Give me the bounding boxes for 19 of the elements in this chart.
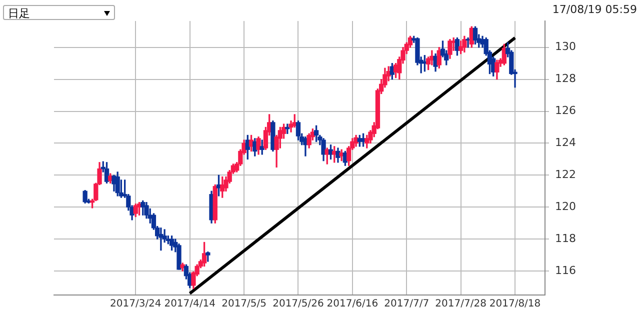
x-tick-label: 2017/8/18 xyxy=(489,298,541,310)
text: 17/08/19 05:59 xyxy=(552,3,637,16)
x-tick-label: 2017/7/7 xyxy=(384,298,430,310)
candlestick xyxy=(158,228,164,251)
x-tick-label: 2017/3/24 xyxy=(110,298,162,310)
x-tick-label: 2017/5/5 xyxy=(222,298,266,310)
x-tick-label: 2017/6/16 xyxy=(326,298,378,310)
y-tick-label: 130 xyxy=(555,40,576,54)
y-tick-label: 122 xyxy=(555,168,576,182)
y-tick-label: 118 xyxy=(555,232,576,245)
x-tick-label: 2017/7/28 xyxy=(435,298,486,310)
y-tick-label: 120 xyxy=(555,200,576,213)
x-tick-label: 2017/4/14 xyxy=(164,298,216,310)
text: 日足 xyxy=(8,7,30,20)
y-tick-label: 116 xyxy=(555,264,576,277)
y-tick-label: 124 xyxy=(555,136,576,150)
y-tick-label: 128 xyxy=(555,72,576,86)
x-tick-label: 2017/5/26 xyxy=(272,298,324,310)
y-tick-label: 126 xyxy=(555,104,576,118)
